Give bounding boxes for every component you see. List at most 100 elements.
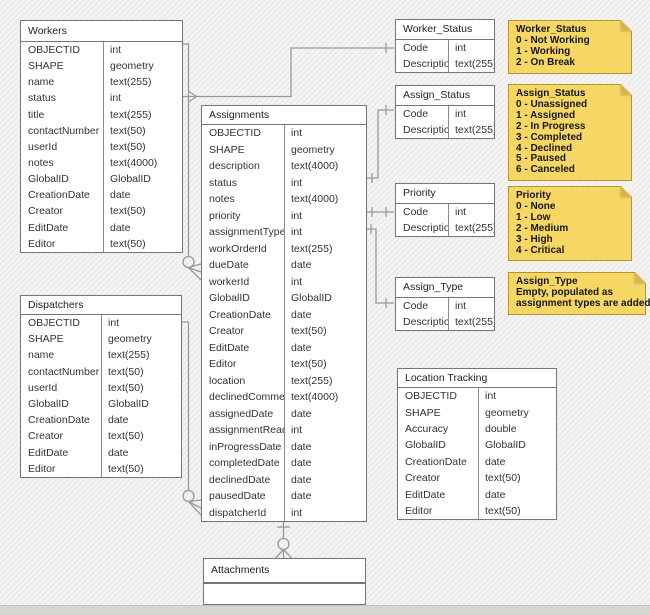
- table-assign-type[interactable]: Assign_Type Code intDescriptiontext(255): [395, 277, 495, 331]
- field-type: text(50): [103, 235, 182, 252]
- field-name: EditDate: [28, 446, 69, 459]
- table-row: completedDate date: [202, 455, 366, 472]
- table-attachments[interactable]: Attachments: [203, 558, 366, 605]
- field-type: text(255): [448, 314, 494, 330]
- table-worker-status[interactable]: Worker_Status Code intDescriptiontext(255…: [395, 19, 495, 73]
- field-type: int: [284, 273, 366, 290]
- table-row: notes text(4000): [21, 154, 182, 172]
- field-name: assignedDate: [209, 407, 274, 420]
- field-type: date: [284, 257, 366, 274]
- field-type: int: [448, 106, 494, 122]
- table-title: Assign_Type: [396, 278, 494, 298]
- field-name: Description: [403, 58, 448, 70]
- table-title: Workers: [21, 21, 182, 42]
- field-name: notes: [209, 193, 235, 206]
- field-type: date: [284, 488, 366, 505]
- field-name: name: [28, 349, 55, 362]
- table-assignments[interactable]: Assignments OBJECTID int SHAPE geometry desc…: [201, 105, 367, 522]
- table-row: userId text(50): [21, 138, 182, 155]
- field-name: SHAPE: [209, 143, 245, 156]
- note-line: 4 - Declined: [516, 142, 573, 154]
- field-name: CreationDate: [405, 455, 467, 468]
- connector-workers-status: [183, 43, 394, 103]
- field-name: OBJECTID: [405, 390, 457, 403]
- table-row: CreationDate date: [21, 187, 182, 204]
- table-row: SHAPE geometry: [21, 58, 182, 75]
- note-line: 0 - Not Working: [516, 34, 590, 46]
- table-row: Editor text(50): [398, 502, 556, 520]
- note-assign-status[interactable]: Assign_Status 0 - Unassigned 1 - Assigned…: [508, 84, 632, 182]
- field-type: date: [103, 219, 182, 236]
- field-type: date: [478, 453, 556, 470]
- field-type: int: [101, 315, 181, 332]
- crows-foot-icon: [275, 549, 292, 559]
- field-type: date: [284, 455, 366, 472]
- table-title: Attachments: [204, 559, 365, 583]
- note-assign-type[interactable]: Assign_Type Empty, populated as assignmen…: [508, 272, 650, 315]
- table-dispatchers[interactable]: Dispatchers OBJECTID int SHAPE geometry name…: [20, 295, 182, 478]
- note-line: 3 - Completed: [516, 131, 583, 143]
- field-name: Code: [403, 42, 429, 54]
- field-type: date: [101, 412, 181, 429]
- zero-circle-icon: [182, 489, 195, 503]
- field-name: CreationDate: [28, 189, 90, 202]
- table-title: Priority: [396, 184, 494, 204]
- field-type: int: [103, 90, 182, 107]
- table-row: title text(255): [21, 106, 182, 123]
- field-name: OBJECTID: [209, 127, 261, 140]
- table-assign-status[interactable]: Assign_Status Code intDescriptiontext(255…: [395, 85, 495, 139]
- note-line: 4 - Critical: [516, 244, 565, 256]
- field-type: text(4000): [284, 191, 366, 208]
- field-name: SHAPE: [28, 333, 64, 346]
- field-type: text(4000): [284, 389, 366, 406]
- table-row: OBJECTID int: [21, 42, 182, 59]
- table-row: Accuracy double: [398, 420, 556, 438]
- table-row: CreationDate date: [398, 453, 556, 470]
- table-row: userId text(50): [21, 379, 181, 396]
- field-type: int: [284, 504, 366, 521]
- table-title: Worker_Status: [396, 20, 494, 40]
- note-line: 1 - Low: [516, 211, 551, 223]
- table-row: name text(255): [21, 74, 182, 91]
- note-line: 2 - Medium: [516, 222, 569, 234]
- field-name: Creator: [209, 325, 245, 338]
- field-type: text(50): [101, 379, 181, 396]
- field-name: workOrderId: [209, 242, 267, 255]
- many-arrow-icon: [188, 90, 198, 103]
- field-type: date: [284, 438, 366, 455]
- note-title: Priority: [516, 190, 552, 201]
- table-workers[interactable]: Workers OBJECTID int SHAPE geometry name text…: [20, 20, 183, 253]
- table-row: priority int: [202, 207, 366, 224]
- table-priority[interactable]: Priority Code intDescriptiontext(255): [395, 183, 495, 237]
- table-location-tracking[interactable]: Location Tracking OBJECTID int SHAPE geomet…: [397, 368, 557, 521]
- field-type: text(255): [448, 56, 494, 72]
- field-type: int: [478, 388, 556, 405]
- table-row: workerId int: [202, 273, 366, 290]
- field-name: assignmentType: [209, 226, 284, 239]
- field-type: date: [101, 444, 181, 461]
- table-row: Editor text(50): [202, 356, 366, 373]
- table-row: EditDate date: [21, 219, 182, 236]
- table-row: contactNumber text(50): [21, 363, 181, 380]
- table-row: Creator text(50): [21, 428, 181, 445]
- note-priority[interactable]: Priority 0 - None 1 - Low 2 - Medium 3 - Hi…: [508, 186, 632, 262]
- table-row: declinedDate date: [202, 471, 366, 488]
- connector-workers-assignments: [182, 43, 202, 281]
- field-name: dispatcherId: [209, 506, 267, 519]
- field-type: int: [448, 204, 494, 220]
- note-worker-status[interactable]: Worker_Status 0 - Not Working 1 - Working…: [508, 20, 632, 74]
- table-row: Descriptiontext(255): [396, 56, 494, 72]
- field-type: text(255): [101, 347, 181, 364]
- table-row: declinedCommenttext(4000): [202, 389, 366, 406]
- table-row: Code int: [396, 298, 494, 314]
- field-name: GlobalID: [28, 173, 69, 186]
- note-line: 6 - Canceled: [516, 164, 575, 176]
- field-name: EditDate: [405, 488, 446, 501]
- field-type: text(255): [284, 240, 366, 257]
- field-name: GlobalID: [209, 292, 250, 305]
- table-row: CreationDate date: [21, 412, 181, 429]
- table-title: Dispatchers: [21, 296, 181, 315]
- note-line: assignment types are added: [516, 297, 650, 309]
- field-type: geometry: [478, 404, 556, 421]
